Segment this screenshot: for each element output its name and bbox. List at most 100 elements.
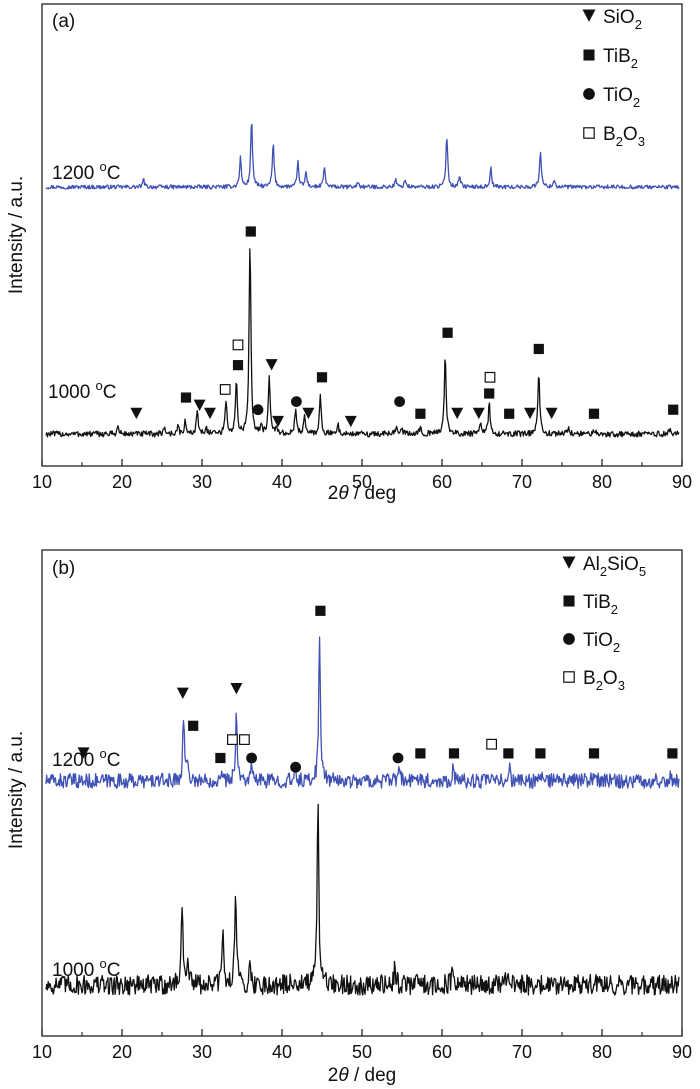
x-tick-label: 30 (192, 472, 212, 492)
legend-label: Al2SiO5 (583, 554, 646, 579)
legend-entry: B2O3 (583, 124, 645, 149)
circle-filled-marker (291, 396, 302, 407)
square-filled-marker (245, 226, 256, 237)
x-tick-label: 40 (272, 472, 292, 492)
square-filled-marker (188, 720, 199, 731)
series-line (45, 248, 680, 438)
legend-entry: TiB2 (563, 592, 618, 617)
triangle-down-marker (204, 407, 216, 420)
square-open-marker (227, 734, 238, 745)
legend-label: TiB2 (603, 46, 638, 71)
circle-filled-marker (252, 404, 264, 416)
square-filled-marker (442, 327, 453, 338)
x-axis: 10 20 30 40 50 60 70 80 90 (32, 459, 692, 492)
legend-label: B2O3 (603, 124, 645, 149)
circle-filled-marker (392, 752, 404, 764)
square-filled-marker (535, 748, 546, 759)
legend: SiO2 TiB2 TiO2 B2O3 (582, 7, 645, 149)
series-label: 1200 oC (52, 159, 121, 184)
square-filled-marker (503, 748, 514, 759)
square-filled-marker (415, 748, 426, 759)
series-line (45, 636, 680, 789)
square-open-marker (239, 734, 250, 745)
triangle-down-marker (524, 407, 536, 420)
circle-filled-marker (583, 88, 595, 100)
triangle-down-marker (451, 407, 464, 420)
square-filled-marker (180, 392, 192, 403)
x-tick-label: 30 (192, 1042, 212, 1062)
square-filled-marker (316, 372, 328, 383)
series-line (45, 803, 680, 996)
legend-entry: TiO2 (583, 85, 640, 110)
legend-label: TiO2 (603, 85, 640, 110)
x-tick-label: 80 (592, 472, 612, 492)
legend-label: TiB2 (583, 592, 618, 617)
square-filled-marker (504, 408, 515, 419)
legend-entry: TiB2 (583, 46, 638, 71)
x-tick-label: 90 (672, 472, 692, 492)
legend: Al2SiO5 TiB2 TiO2 B2O3 (562, 554, 646, 693)
plot-frame (41, 3, 683, 467)
square-open-marker (219, 384, 231, 395)
x-tick-label: 10 (32, 1042, 52, 1062)
square-filled-marker (583, 49, 595, 61)
square-filled-marker (667, 748, 678, 759)
x-axis-label: 2θ / deg (328, 483, 396, 504)
x-tick-label: 50 (352, 1042, 372, 1062)
square-open-marker (232, 339, 244, 351)
legend-label: B2O3 (583, 668, 625, 693)
panel-b: 1200 oC 1000 oC 10 20 30 40 50 60 70 80 90 (b) Al… (6, 549, 692, 1086)
x-tick-label: 20 (112, 472, 132, 492)
triangle-down-marker (562, 556, 576, 569)
x-tick-label: 80 (592, 1042, 612, 1062)
square-filled-marker (315, 605, 326, 616)
legend-entry: Al2SiO5 (562, 554, 646, 579)
x-tick-label: 70 (512, 472, 532, 492)
circle-filled-marker (290, 761, 301, 773)
triangle-down-marker (193, 399, 206, 412)
triangle-down-marker (230, 683, 243, 695)
panel-label: (a) (52, 11, 75, 32)
square-open-marker (486, 738, 497, 750)
legend-entry: B2O3 (563, 668, 625, 693)
x-tick-label: 20 (112, 1042, 132, 1062)
square-filled-marker (588, 748, 600, 759)
square-filled-marker (215, 752, 226, 764)
series-label: 1000 oC (52, 956, 121, 981)
triangle-down-marker (176, 687, 189, 699)
circle-filled-marker (563, 633, 575, 645)
triangle-down-marker (472, 407, 485, 420)
x-tick-label: 50 (352, 472, 372, 492)
x-tick-label: 70 (512, 1042, 532, 1062)
panel-a: 1200 oC 1000 oC 10 20 30 40 50 60 70 80 90 (a) Si… (6, 3, 692, 504)
triangle-down-marker (582, 9, 596, 22)
x-tick-label: 60 (432, 1042, 452, 1062)
triangle-down-marker (344, 415, 357, 428)
circle-filled-marker (246, 752, 257, 764)
square-open-marker (583, 127, 595, 139)
square-filled-marker (533, 343, 544, 355)
series-label: 1000 oC (48, 378, 117, 403)
x-axis-label: 2θ / deg (328, 1065, 396, 1086)
square-filled-marker (448, 748, 460, 759)
y-axis-label: Intensity / a.u. (6, 731, 27, 849)
triangle-down-marker (77, 747, 90, 759)
circle-filled-marker (394, 396, 405, 407)
series-label: 1200 oC (52, 746, 121, 771)
legend-entry: TiO2 (563, 630, 620, 655)
y-axis-label: Intensity / a.u. (6, 176, 27, 294)
square-filled-marker (668, 404, 679, 415)
square-filled-marker (563, 595, 575, 607)
plot-frame (41, 549, 683, 1037)
square-open-marker (484, 371, 496, 383)
triangle-down-marker (130, 407, 143, 420)
legend-entry: SiO2 (582, 7, 642, 32)
legend-label: SiO2 (603, 7, 642, 32)
triangle-down-marker (302, 407, 315, 420)
square-filled-marker (415, 408, 426, 419)
triangle-down-marker (545, 407, 558, 420)
square-filled-marker (484, 388, 495, 399)
series-layer: 1200 oC 1000 oC (45, 123, 680, 438)
legend-label: TiO2 (583, 630, 620, 655)
